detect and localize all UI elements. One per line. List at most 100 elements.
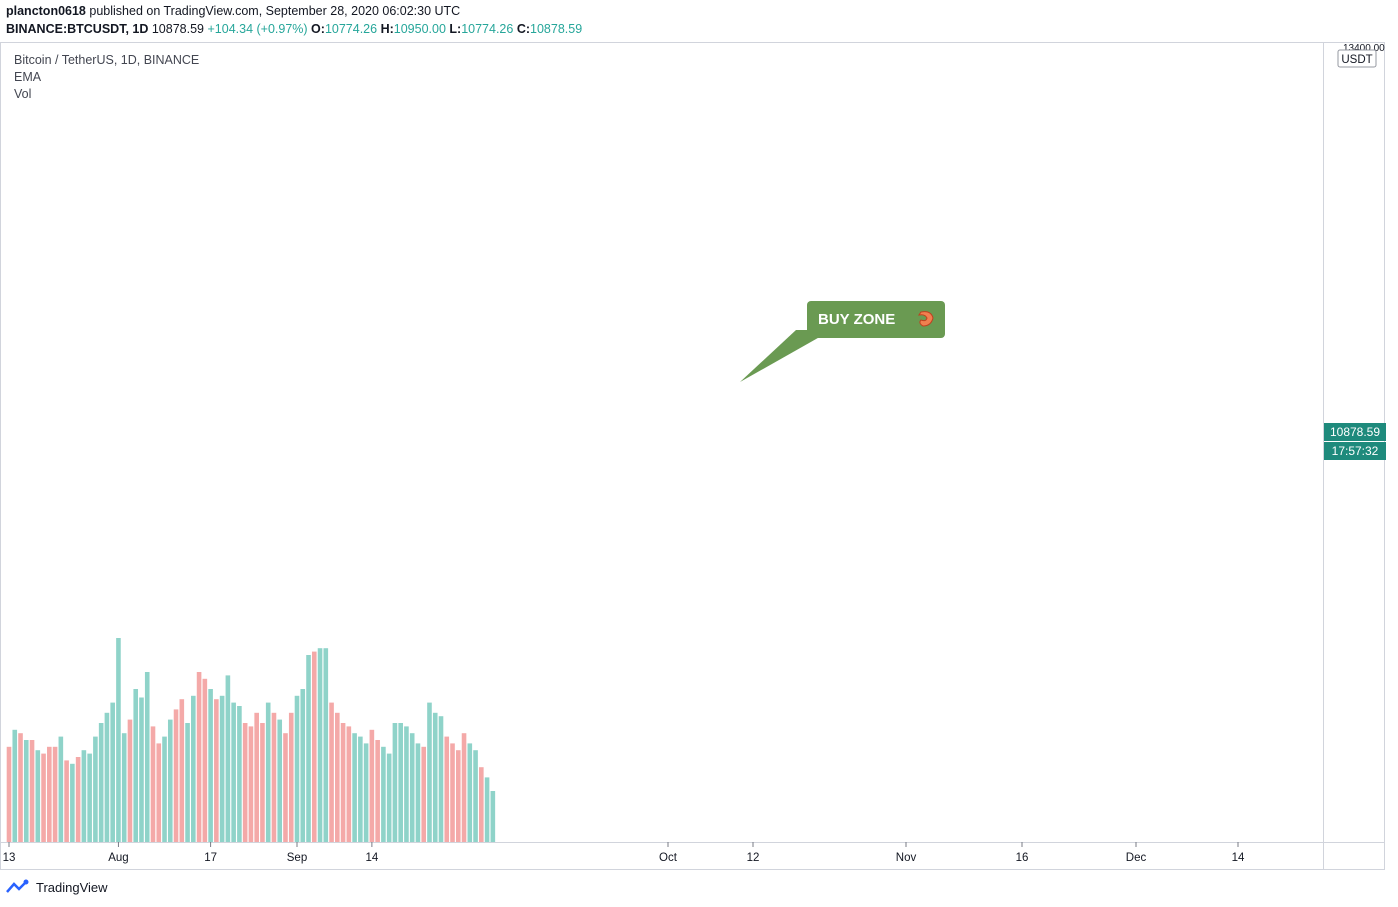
volume-bar (461, 733, 467, 842)
legend-vol[interactable]: Vol (14, 87, 32, 101)
volume-bar (392, 723, 398, 842)
shrimp-icon (917, 311, 934, 327)
symbol-label: BINANCE:BTCUSDT, 1D (6, 22, 149, 36)
volume-bar (81, 750, 87, 842)
volume-bar (277, 719, 283, 842)
volume-bar (58, 736, 64, 842)
volume-bar (219, 695, 225, 842)
x-tick-label: Aug (108, 852, 128, 864)
volume-bar (196, 672, 202, 842)
x-axis-tick: 14 (1232, 842, 1245, 864)
x-axis-tick: 13 (3, 842, 16, 864)
buy-zone-callout[interactable]: BUY ZONE (740, 301, 945, 382)
volume-bar (283, 733, 288, 842)
volume-bar (87, 753, 92, 842)
volume-bar (358, 736, 363, 842)
volume-bar (185, 723, 190, 842)
legend-title[interactable]: Bitcoin / TetherUS, 1D, BINANCE (14, 53, 200, 67)
volume-bar (214, 699, 219, 842)
volume-bar (415, 743, 421, 842)
volume-bar (271, 712, 277, 842)
volume-bar (47, 746, 52, 842)
ohlc-header: BINANCE:BTCUSDT, 1D 10878.59 +104.34 (+0… (6, 22, 583, 36)
last-price-text: 10878.59 (1330, 425, 1380, 439)
x-axis-tick: 12 (747, 842, 759, 864)
volume-bar (162, 736, 167, 842)
volume-bar (346, 726, 352, 842)
volume-bar (208, 689, 213, 842)
buy-zone-text: BUY ZONE (818, 311, 895, 328)
volume-bar (104, 712, 110, 842)
volume-bar (288, 712, 294, 842)
volume-bar (173, 709, 179, 842)
volume-bar (23, 740, 29, 842)
author[interactable]: plancton0618 (6, 4, 86, 18)
volume-bar (306, 655, 311, 842)
publish-info: plancton0618 published on TradingView.co… (6, 4, 460, 18)
open-value: 10774.26 (324, 22, 378, 36)
x-tick-label: Sep (287, 852, 307, 864)
volume-bar (64, 760, 69, 842)
volume-bar (12, 729, 18, 842)
volume-bar (150, 726, 156, 842)
volume-bar (484, 777, 490, 842)
volume-bar (248, 726, 254, 842)
x-tick-label: 17 (204, 852, 217, 864)
volume-bar (98, 723, 104, 842)
volume-bar (369, 729, 375, 842)
volume-bar (265, 702, 271, 842)
volume-bar (237, 706, 242, 842)
last-price-badge: 10878.59 17:57:32 (1324, 423, 1386, 460)
x-axis-tick: Aug (108, 842, 129, 864)
x-tick-label: Nov (896, 852, 917, 864)
x-tick-label: 14 (1232, 852, 1245, 864)
volume-bar (225, 675, 231, 842)
chart-legend: Bitcoin / TetherUS, 1D, BINANCE EMA Vol (14, 52, 199, 103)
volume-bar (455, 750, 461, 842)
volume-bar (93, 736, 98, 842)
volume-bar (317, 648, 323, 842)
volume-bar (6, 746, 12, 842)
x-tick-label: Oct (659, 852, 678, 864)
x-axis-tick: Oct (659, 842, 678, 864)
volume-bar (404, 726, 409, 842)
volume-bar (41, 753, 46, 842)
x-axis-tick: Sep (287, 842, 307, 864)
countdown-text: 17:57:32 (1332, 444, 1379, 458)
volume-bar (352, 733, 357, 842)
x-axis-tick: 14 (365, 842, 379, 864)
legend-ema[interactable]: EMA (14, 70, 42, 84)
volume-bar (156, 743, 162, 842)
volume-bar (52, 746, 58, 842)
x-axis-tick: 16 (1016, 842, 1028, 864)
svg-text:USDT: USDT (1341, 54, 1372, 66)
volume-bar (133, 689, 139, 842)
volume-bar (340, 723, 346, 842)
volume-bar (311, 651, 317, 842)
volume-bar (127, 719, 133, 842)
change-value: +104.34 (+0.97%) (207, 22, 308, 36)
volume-bar (116, 638, 121, 842)
x-axis-tick: Nov (896, 842, 917, 864)
volume-bar (179, 699, 185, 842)
tradingview-icon (6, 879, 29, 893)
brand-text: TradingView (36, 879, 108, 895)
volume-bar (110, 702, 115, 842)
volume-bar (202, 678, 208, 842)
tradingview-logo[interactable]: TradingView (6, 879, 108, 895)
volume-bar (432, 712, 438, 842)
high-value: 10950.00 (393, 22, 446, 36)
volume-bar (242, 723, 248, 842)
volume-bar (450, 743, 455, 842)
x-tick-label: Dec (1126, 852, 1147, 864)
volume-bar (29, 740, 35, 842)
publish-date: published on TradingView.com, September … (89, 4, 461, 18)
volume-bar (260, 723, 265, 842)
currency-badge: USDT (1337, 49, 1377, 68)
y-tick-label-top: 13400.00 (1343, 43, 1385, 54)
volume-bar (473, 750, 478, 842)
x-tick-label: 14 (365, 852, 378, 864)
volume-bar (427, 702, 432, 842)
x-tick-label: 13 (3, 852, 16, 864)
